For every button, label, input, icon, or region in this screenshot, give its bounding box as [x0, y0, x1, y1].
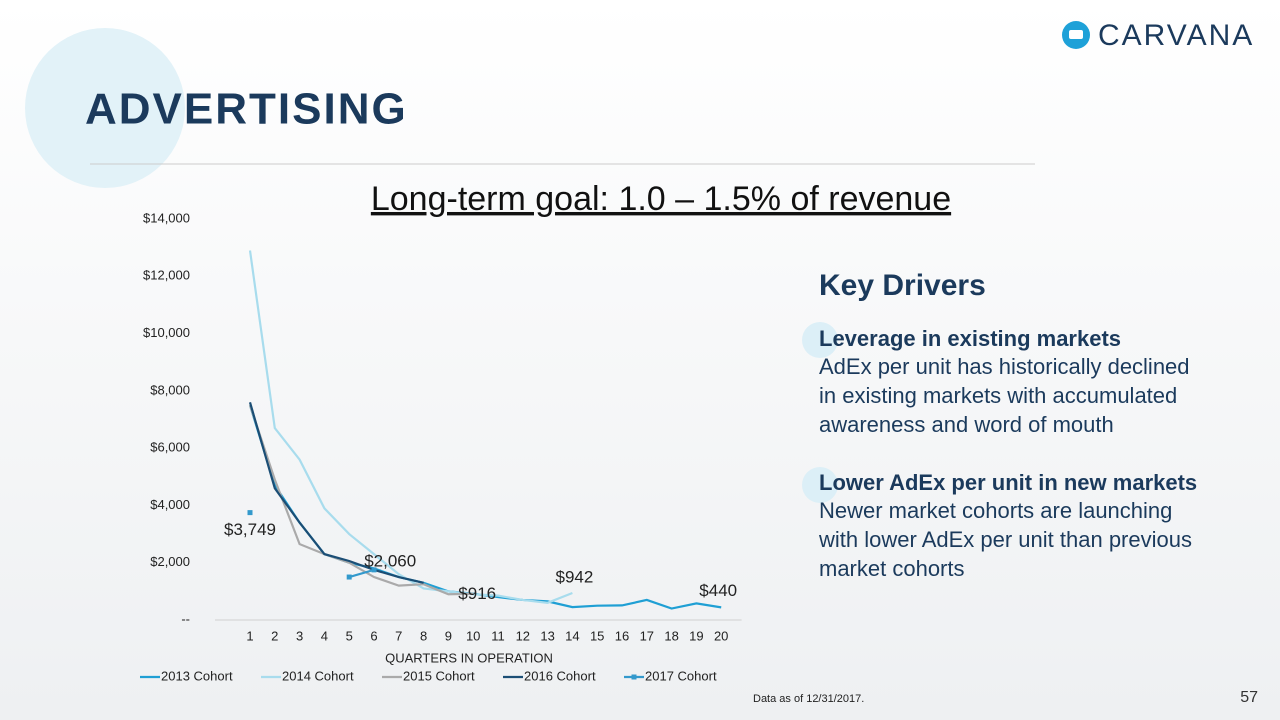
series-line	[248, 404, 474, 596]
driver-body: with lower AdEx per unit than previous	[818, 527, 1192, 552]
decor-circle	[802, 467, 838, 503]
drivers-heading: Key Drivers	[819, 269, 986, 302]
decor-circle	[802, 322, 838, 358]
driver-body: AdEx per unit has historically declined	[819, 354, 1190, 379]
x-tick-label: 13	[540, 628, 554, 643]
y-tick-label: $12,000	[143, 268, 190, 283]
data-label: $440	[699, 581, 737, 600]
decor-circle	[25, 28, 185, 188]
x-tick-label: 19	[689, 628, 703, 643]
x-tick-label: 5	[346, 628, 353, 643]
data-label: $3,749	[224, 520, 276, 539]
page-number: 57	[1240, 689, 1258, 706]
x-tick-label: 10	[466, 628, 480, 643]
data-label: $2,060	[364, 551, 416, 570]
x-tick-label: 18	[664, 628, 678, 643]
x-tick-label: 8	[420, 628, 427, 643]
x-tick-label: 9	[445, 628, 452, 643]
series-marker	[371, 567, 377, 573]
x-tick-label: 15	[590, 628, 604, 643]
x-tick-label: 20	[714, 628, 728, 643]
footnote: Data as of 12/31/2017.	[753, 693, 864, 705]
series-marker	[247, 510, 253, 516]
x-tick-label: 3	[296, 628, 303, 643]
driver-body: market cohorts	[819, 556, 965, 581]
y-tick-label: $8,000	[150, 382, 190, 397]
data-label: $916	[458, 584, 496, 603]
y-tick-label: $14,000	[143, 210, 190, 225]
key-drivers: Leverage in existing markets AdEx per uni…	[818, 326, 1197, 581]
driver-body: Newer market cohorts are launching	[819, 498, 1172, 523]
x-axis-title: QUARTERS IN OPERATION	[385, 650, 553, 665]
legend-label: 2014 Cohort	[282, 668, 354, 683]
y-tick-label: $2,000	[150, 554, 190, 569]
chart: -- $2,000 $4,000 $6,000 $8,000 $10,000 $12,000…	[140, 210, 742, 683]
x-tick-label: 11	[491, 628, 505, 643]
data-label: $942	[555, 568, 593, 587]
logo-icon-car	[1069, 30, 1083, 39]
y-tick-label: $4,000	[150, 497, 190, 512]
series-line	[248, 250, 573, 604]
legend-marker	[631, 674, 637, 680]
driver-title: Leverage in existing markets	[819, 326, 1121, 351]
series-marker	[346, 574, 352, 580]
x-tick-label: 17	[640, 628, 654, 643]
series-line	[348, 568, 375, 579]
x-tick-label: 2	[271, 628, 278, 643]
legend-label: 2016 Cohort	[524, 668, 596, 683]
x-tick-label: 14	[565, 628, 579, 643]
legend-label: 2017 Cohort	[645, 668, 717, 683]
x-tick-label: 16	[615, 628, 629, 643]
series-line	[248, 402, 424, 584]
x-tick-label: 1	[246, 628, 253, 643]
slide-title: ADVERTISING	[85, 85, 408, 134]
legend-label: 2015 Cohort	[403, 668, 475, 683]
x-tick-label: 4	[321, 628, 328, 643]
x-tick-label: 12	[516, 628, 530, 643]
y-tick-label: $10,000	[143, 325, 190, 340]
legend-label: 2013 Cohort	[161, 668, 233, 683]
x-tick-label: 7	[395, 628, 402, 643]
series-line	[248, 404, 722, 610]
y-tick-label: $6,000	[150, 440, 190, 455]
driver-title: Lower AdEx per unit in new markets	[819, 470, 1197, 495]
x-tick-label: 6	[370, 628, 377, 643]
y-tick-label: --	[181, 611, 190, 626]
driver-body: awareness and word of mouth	[819, 412, 1114, 437]
headline: Long-term goal: 1.0 – 1.5% of revenue	[371, 180, 951, 218]
logo: CARVANA	[1098, 19, 1254, 52]
driver-body: in existing markets with accumulated	[819, 383, 1177, 408]
